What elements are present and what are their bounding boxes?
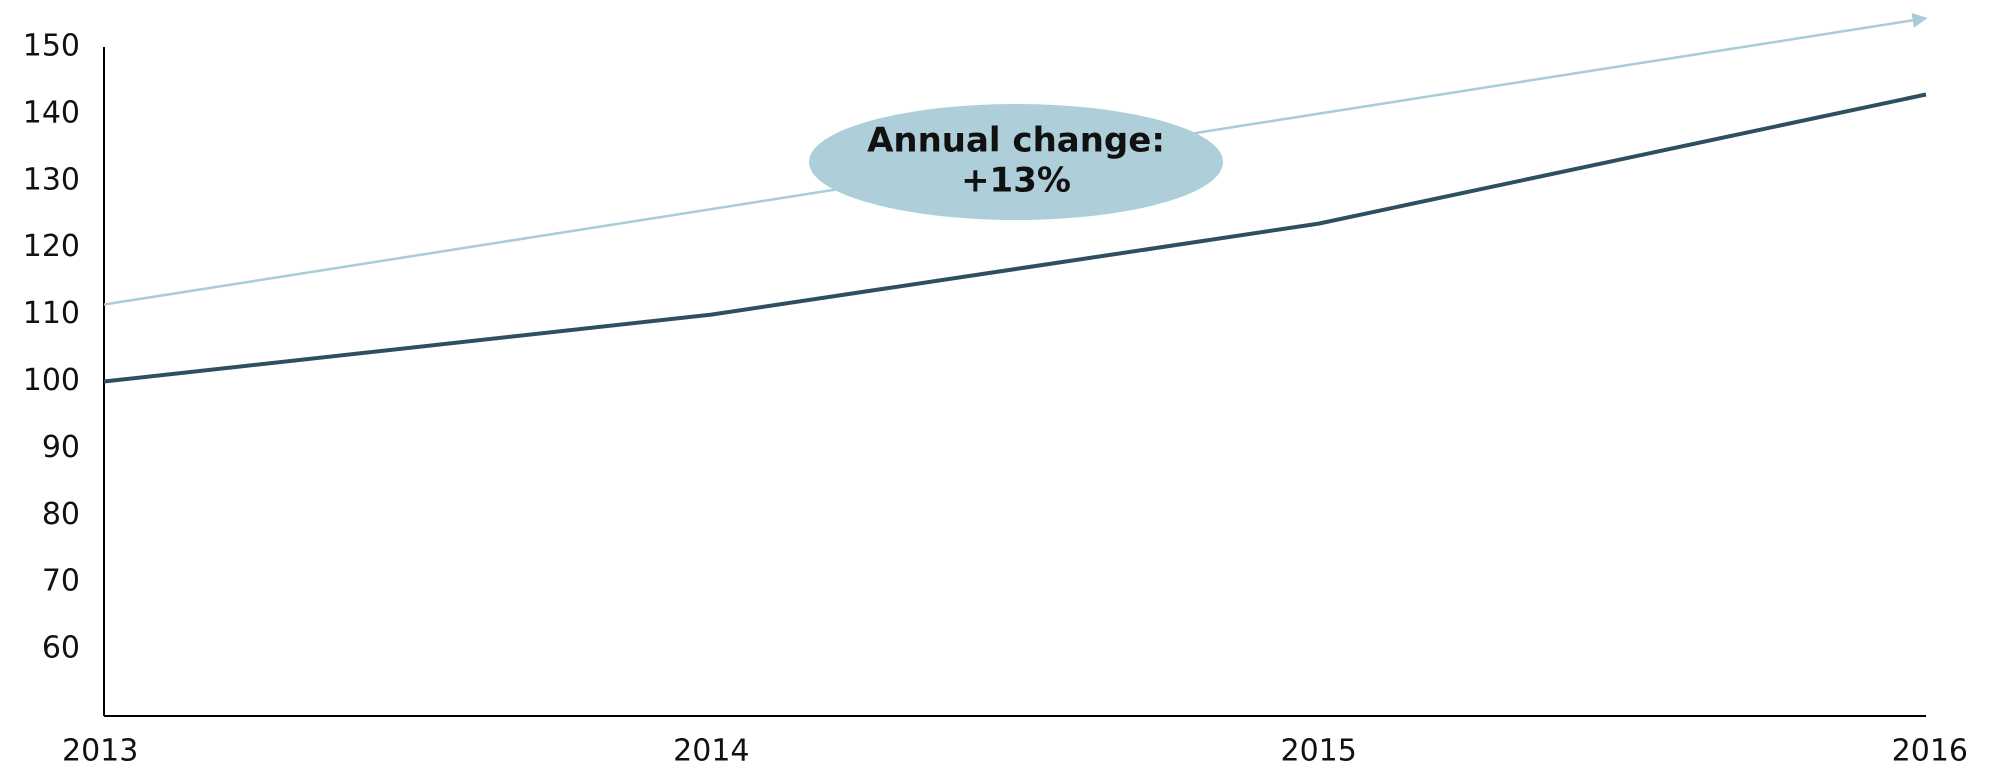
line — [103, 92, 1927, 384]
y-tick-label: 150 — [23, 29, 80, 64]
y-tick-label: 110 — [23, 296, 80, 331]
annotation-text: +13% — [961, 161, 1071, 201]
y-tick-label: 80 — [42, 497, 80, 532]
x-tick-label: 2016 — [1892, 734, 1968, 769]
y-tick-label: 120 — [23, 229, 80, 264]
y-tick-label: 100 — [23, 363, 80, 398]
x-tick-label: 2014 — [673, 734, 749, 769]
x-tick-label: 2015 — [1280, 734, 1356, 769]
annotation-bubble — [809, 104, 1223, 220]
annotation-text: Annual change: — [867, 121, 1165, 161]
y-tick-label: 60 — [42, 631, 80, 666]
y-tick-label: 90 — [42, 430, 80, 465]
x-tick-label: 2013 — [62, 734, 138, 769]
y-tick-label: 140 — [23, 95, 80, 130]
y-tick-label: 70 — [42, 564, 80, 599]
y-tick-label: 130 — [23, 162, 80, 197]
